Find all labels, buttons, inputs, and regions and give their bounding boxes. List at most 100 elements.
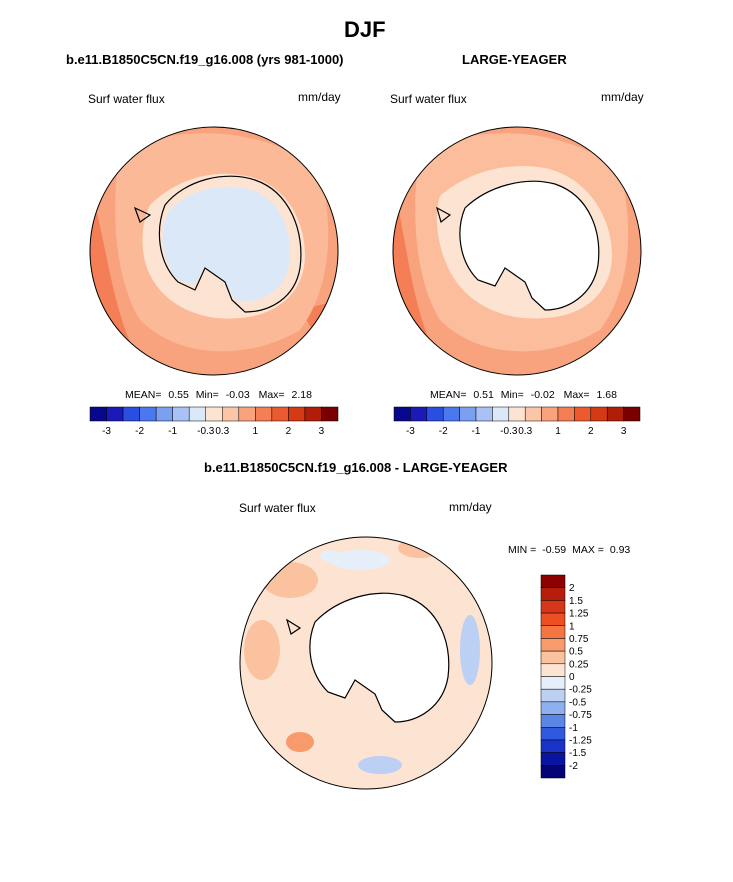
right-colorbar-tick-label: 0.3 <box>518 426 532 437</box>
diff-patch-pos-3 <box>244 620 280 680</box>
diff-units-label: mm/day <box>449 500 492 514</box>
diff-colorbar-tick-label: 0 <box>569 672 575 683</box>
diff-colorbar-swatch-10 <box>540 701 566 715</box>
left-colorbar-tick-label: 2 <box>286 426 292 437</box>
left-colorbar: -3 -2 -1 -0.3 0.3 1 2 3 <box>89 406 339 437</box>
right-colorbar-swatch-6 <box>492 406 510 422</box>
diff-antarctica <box>309 593 449 722</box>
left-colorbar-swatch-2 <box>122 406 140 422</box>
left-colorbar-swatch-8 <box>222 406 240 422</box>
diff-patch-pos-2 <box>398 538 442 558</box>
right-colorbar-swatch-14 <box>623 406 641 422</box>
right-min-label: Min= <box>500 389 524 401</box>
left-coastline <box>133 175 302 313</box>
right-colorbar-swatch-5 <box>475 406 493 422</box>
right-mean-value: 0.51 <box>473 389 494 401</box>
right-colorbar-swatch-1 <box>410 406 428 422</box>
diff-patch-pos-1 <box>262 562 318 598</box>
diff-colorbar-swatch-2 <box>540 600 566 614</box>
right-colorbar-tick-label: -0.3 <box>500 426 518 437</box>
left-mean-label: MEAN= <box>125 389 162 401</box>
diff-colorbar-swatch-6 <box>540 650 566 665</box>
diff-colorbar-swatch-9 <box>540 688 566 703</box>
right-max-value: 1.68 <box>596 389 617 401</box>
right-colorbar-tick-label: 3 <box>621 426 627 437</box>
left-colorbar-swatch-13 <box>304 406 322 422</box>
diff-patch-pos-5 <box>430 540 450 556</box>
left-colorbar-swatch-0 <box>89 406 107 422</box>
left-min-label: Min= <box>195 389 219 401</box>
left-max-label: Max= <box>258 389 285 401</box>
diff-colorbar-swatch-0 <box>540 574 566 588</box>
left-colorbar-swatch-3 <box>139 406 157 422</box>
right-stats: MEAN= 0.51 Min= -0.02 Max= 1.68 <box>430 389 617 401</box>
diff-max-value: 0.93 <box>609 544 631 556</box>
left-colorbar-tick-label: 1 <box>253 426 259 437</box>
diff-map <box>239 536 493 790</box>
diff-patch-neg-3 <box>358 756 402 774</box>
right-antarctica <box>459 181 599 310</box>
diff-colorbar-swatch-5 <box>540 638 566 652</box>
right-units-label: mm/day <box>601 90 644 104</box>
left-colorbar-tick-label: 0.3 <box>215 426 229 437</box>
left-colorbar-tick-label: -1 <box>168 426 177 437</box>
right-panel-title: LARGE-YEAGER <box>462 52 567 67</box>
right-coastline <box>436 180 600 311</box>
right-colorbar-tick-label: 1 <box>555 426 561 437</box>
diff-panel-title: b.e11.B1850C5CN.f19_g16.008 - LARGE-YEAG… <box>204 460 508 475</box>
diff-colorbar-tick-label: -2 <box>569 761 578 772</box>
left-colorbar-swatch-11 <box>271 406 289 422</box>
right-colorbar-swatch-8 <box>524 406 542 422</box>
left-colorbar-swatch-4 <box>155 406 173 422</box>
diff-colorbar-tick-label: -0.75 <box>569 710 592 721</box>
diff-map-border <box>239 536 493 790</box>
left-antarctica-interior <box>162 186 291 302</box>
right-colorbar-tick-label: -2 <box>439 426 448 437</box>
diff-colorbar-tick-label: 1.25 <box>569 609 589 620</box>
diff-colorbar-tick-label: -1.5 <box>569 748 587 759</box>
right-variable-label: Surf water flux <box>390 92 467 106</box>
right-map <box>392 126 642 376</box>
diff-colorbar-swatch-7 <box>540 663 566 677</box>
diff-variable-label: Surf water flux <box>239 501 316 515</box>
left-colorbar-swatch-7 <box>205 406 223 422</box>
diff-colorbar-tick-label: 2 <box>569 583 575 594</box>
right-colorbar-swatch-3 <box>442 406 460 422</box>
diff-colorbar-tick-label: -1 <box>569 723 578 734</box>
diff-colorbar-tick-label: -1.25 <box>569 735 592 746</box>
diff-colorbar-tick-label: 0.25 <box>569 659 589 670</box>
diff-patch-neg-2 <box>460 615 480 685</box>
diff-colorbar-tick-label: 1.5 <box>569 596 583 607</box>
right-colorbar: -3 -2 -1 -0.3 0.3 1 2 3 <box>393 406 641 437</box>
left-colorbar-swatch-14 <box>321 406 339 422</box>
right-colorbar-swatch-13 <box>606 406 624 422</box>
left-colorbar-tick-label: -2 <box>135 426 144 437</box>
right-min-value: -0.02 <box>530 389 555 401</box>
diff-colorbar-swatch-11 <box>540 714 566 728</box>
figure-title: DJF <box>344 17 386 42</box>
left-panel-title: b.e11.B1850C5CN.f19_g16.008 (yrs 981-100… <box>66 52 344 67</box>
right-colorbar-swatch-9 <box>541 406 559 422</box>
right-colorbar-swatch-2 <box>426 406 444 422</box>
right-colorbar-swatch-4 <box>459 406 477 422</box>
right-colorbar-swatch-7 <box>508 406 526 422</box>
left-map <box>89 126 339 376</box>
left-colorbar-swatch-10 <box>255 406 273 422</box>
right-mean-label: MEAN= <box>430 389 467 401</box>
diff-stats: MIN = -0.59 MAX = 0.93 <box>508 544 630 556</box>
left-mean-value: 0.55 <box>168 389 189 401</box>
right-colorbar-swatch-0 <box>393 406 411 422</box>
diff-patch-neg-4 <box>320 550 340 562</box>
right-colorbar-swatch-11 <box>574 406 592 422</box>
diff-colorbar-tick-label: 1 <box>569 621 575 632</box>
diff-colorbar-swatch-4 <box>540 625 566 639</box>
right-colorbar-tick-label: -1 <box>472 426 481 437</box>
left-colorbar-swatch-5 <box>172 406 190 422</box>
left-colorbar-tick-label: -3 <box>102 426 111 437</box>
left-colorbar-swatch-9 <box>238 406 256 422</box>
diff-colorbar-tick-label: -0.5 <box>569 697 587 708</box>
right-colorbar-tick-label: -3 <box>406 426 415 437</box>
diff-max-label: MAX = <box>572 544 604 556</box>
left-min-value: -0.03 <box>225 389 250 401</box>
